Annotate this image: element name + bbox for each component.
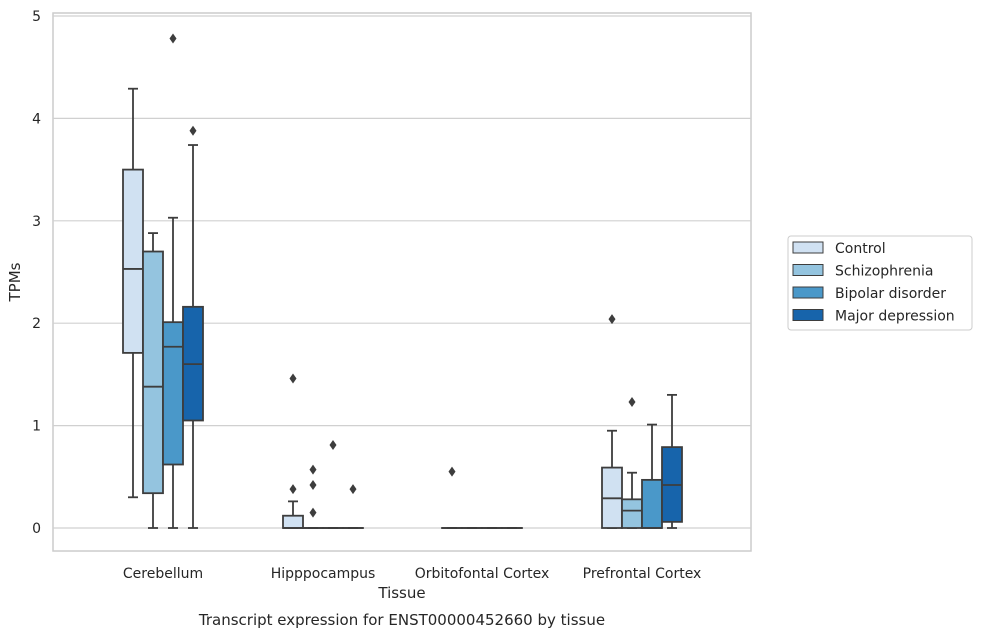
box-iqr bbox=[162, 321, 184, 466]
outlier-point bbox=[608, 314, 616, 325]
box-control bbox=[282, 373, 304, 529]
legend-swatch bbox=[792, 309, 824, 321]
box-major-depression bbox=[182, 125, 204, 529]
legend-label: Major depression bbox=[835, 309, 955, 325]
legend-swatch bbox=[792, 286, 824, 299]
y-tick-label: 1 bbox=[32, 419, 41, 435]
legend-label: Bipolar disorder bbox=[835, 286, 946, 302]
outlier-point bbox=[349, 484, 357, 495]
x-axis-title: Tissue bbox=[377, 584, 425, 602]
outlier-point bbox=[329, 440, 337, 451]
legend-label: Control bbox=[835, 241, 886, 257]
x-tick-labels: Cerebellum Hipppocampus Orbitofontal Corte… bbox=[123, 566, 701, 582]
box-iqr bbox=[122, 168, 144, 354]
box-bipolar-disorder bbox=[322, 440, 344, 529]
legend: Control Schizophrenia Bipolar disorder Majo… bbox=[787, 235, 973, 331]
y-tick-label: 5 bbox=[32, 9, 41, 25]
legend-swatch bbox=[792, 264, 824, 276]
box-iqr bbox=[641, 478, 663, 529]
box-iqr bbox=[282, 514, 304, 529]
outlier-point bbox=[309, 507, 317, 518]
y-axis-title: TPMs bbox=[6, 262, 24, 302]
legend-swatch bbox=[792, 241, 824, 254]
outlier-point bbox=[309, 464, 317, 475]
legend-items: Control Schizophrenia Bipolar disorder Majo… bbox=[792, 241, 955, 325]
box-schizophrenia bbox=[302, 464, 324, 529]
chart-caption: Transcript expression for ENST0000045266… bbox=[198, 611, 605, 629]
outlier-point bbox=[289, 373, 297, 384]
outlier-point bbox=[628, 397, 636, 408]
box-schizophrenia bbox=[142, 232, 164, 529]
y-tick-label: 0 bbox=[32, 521, 41, 537]
outlier-point bbox=[169, 33, 177, 44]
outlier-point bbox=[289, 484, 297, 495]
legend-label: Schizophrenia bbox=[835, 264, 933, 280]
outlier-point bbox=[309, 479, 317, 490]
x-tick-label: Cerebellum bbox=[123, 566, 203, 582]
box-iqr bbox=[621, 498, 643, 529]
x-tick-label: Prefrontal Cortex bbox=[583, 566, 702, 582]
y-tick-labels: 0 1 2 3 4 5 bbox=[32, 9, 41, 537]
box-major-depression bbox=[342, 484, 364, 529]
box-major-depression bbox=[661, 393, 683, 529]
box-control bbox=[601, 314, 623, 529]
box-groups bbox=[122, 33, 683, 529]
x-tick-label: Orbitofontal Cortex bbox=[415, 566, 550, 582]
outlier-point bbox=[448, 466, 456, 477]
legend-frame bbox=[787, 235, 973, 331]
outlier-point bbox=[189, 125, 197, 136]
y-tick-label: 4 bbox=[32, 111, 41, 127]
y-tick-label: 3 bbox=[32, 214, 41, 230]
x-tick-label: Hipppocampus bbox=[271, 566, 376, 582]
box-control bbox=[441, 466, 463, 529]
box-iqr bbox=[142, 250, 164, 495]
y-tick-label: 2 bbox=[32, 316, 41, 332]
